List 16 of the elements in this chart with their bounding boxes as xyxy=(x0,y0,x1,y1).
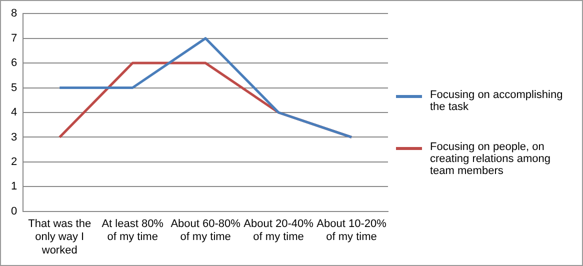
legend-label: Focusing on accomplishing the task xyxy=(430,89,564,113)
y-tick-label: 4 xyxy=(10,106,18,119)
x-tick-label: At least 80% of my time xyxy=(102,218,164,244)
x-tick-label: About 20-40% of my time xyxy=(244,218,314,244)
x-tick-label: About 60-80% of my time xyxy=(170,218,241,244)
x-tick-label: That was the only way I worked xyxy=(28,218,92,256)
y-tick-label: 6 xyxy=(10,57,18,70)
y-tick-label: 7 xyxy=(10,32,18,44)
y-tick-label: 8 xyxy=(10,8,18,20)
y-tick-label: 2 xyxy=(10,156,18,168)
y-tick-label: 3 xyxy=(10,131,18,144)
y-tick-label: 5 xyxy=(10,82,18,94)
legend-label: Focusing on people, on creating relations among team members xyxy=(430,141,552,177)
x-tick-label: About 10-20% of my time xyxy=(316,218,387,244)
y-tick-label: 1 xyxy=(10,180,18,193)
y-tick-label: 0 xyxy=(10,205,18,218)
